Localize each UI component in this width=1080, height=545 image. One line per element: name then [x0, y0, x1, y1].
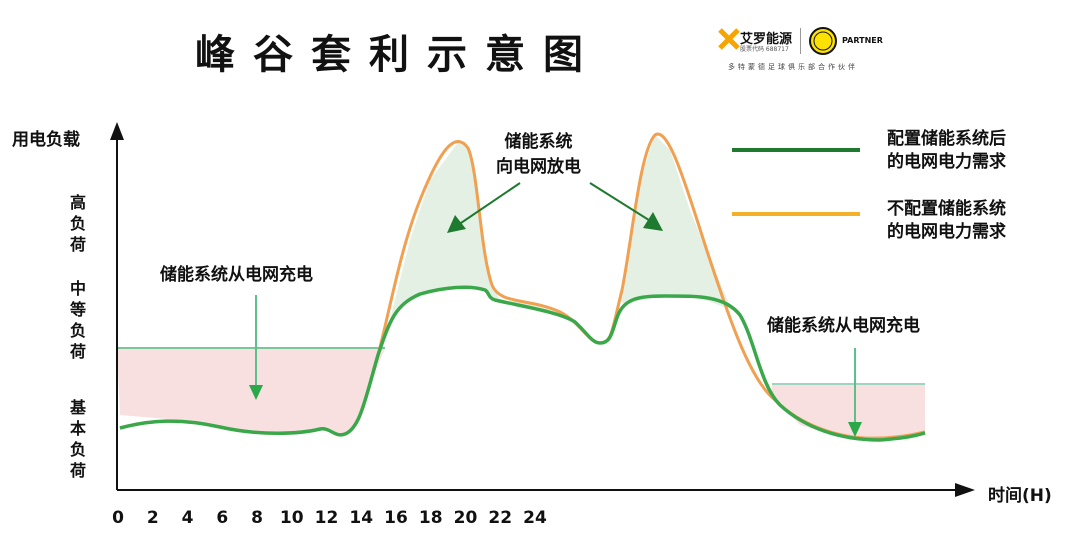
discharge-arrow-right-icon [589, 182, 663, 231]
x-tick-label: 2 [146, 508, 159, 528]
legend-without-storage-line1: 不配置储能系统 [887, 199, 1006, 219]
legend-without-storage-line2: 的电网电力需求 [887, 222, 1006, 242]
charge-arrow-right-icon [848, 348, 862, 437]
y-level-base: 基本负荷 [69, 398, 86, 480]
x-tick-label: 6 [216, 508, 229, 528]
partner-label: PARTNER [842, 36, 883, 45]
x-tick-label: 0 [112, 508, 124, 528]
y-level-medium: 中等负荷 [69, 279, 86, 361]
legend-with-storage-line1: 配置储能系统后 [887, 129, 1006, 149]
charge-arrow-left-icon [249, 295, 263, 400]
y-axis-arrow-icon [110, 122, 124, 140]
bvb-badge-icon [809, 27, 837, 55]
discharge-area-1 [390, 140, 585, 330]
legend-without-storage: 不配置储能系统 的电网电力需求 [887, 198, 1006, 244]
x-axis-arrow-icon [955, 483, 975, 497]
brand-name: 艾罗能源 [740, 32, 793, 47]
stock-code: 股票代码 688717 [740, 46, 789, 53]
discharge-label-line2: 向电网放电 [496, 157, 581, 177]
discharge-arrow-left-icon [447, 182, 521, 233]
logo-divider [800, 28, 801, 54]
logo-subtitle: 多特蒙德足球俱乐部合作伙伴 [728, 63, 858, 71]
x-tick-label: 10 [279, 508, 304, 528]
charge-label-left: 储能系统从电网充电 [160, 265, 313, 285]
x-tick-label: 12 [314, 508, 339, 528]
curve-with-storage [119, 285, 926, 442]
discharge-label-line1: 储能系统 [504, 132, 573, 152]
x-tick-label: 8 [251, 508, 263, 528]
page-title: 峰谷套利示意图 [195, 32, 601, 78]
solax-x-icon [718, 28, 740, 50]
charge-area-left [117, 348, 385, 436]
x-tick-label: 4 [181, 508, 194, 528]
charge-area-right [772, 384, 925, 440]
y-level-high: 高负荷 [69, 193, 86, 254]
charge-label-right: 储能系统从电网充电 [767, 316, 920, 336]
x-tick-label: 18 [418, 508, 443, 528]
discharge-label: 储能系统 向电网放电 [496, 127, 581, 177]
x-tick-label: 20 [453, 508, 478, 528]
x-tick-label: 16 [384, 508, 408, 528]
discharge-area-2 [620, 135, 732, 310]
x-tick-label: 24 [523, 508, 547, 528]
legend-with-storage-line2: 的电网电力需求 [887, 152, 1006, 172]
y-axis-label: 用电负载 [12, 130, 80, 150]
x-tick-label: 22 [488, 508, 513, 528]
x-tick-label: 14 [349, 508, 374, 528]
x-axis-label: 时间(H) [988, 486, 1052, 506]
legend-with-storage: 配置储能系统后 的电网电力需求 [887, 128, 1006, 174]
